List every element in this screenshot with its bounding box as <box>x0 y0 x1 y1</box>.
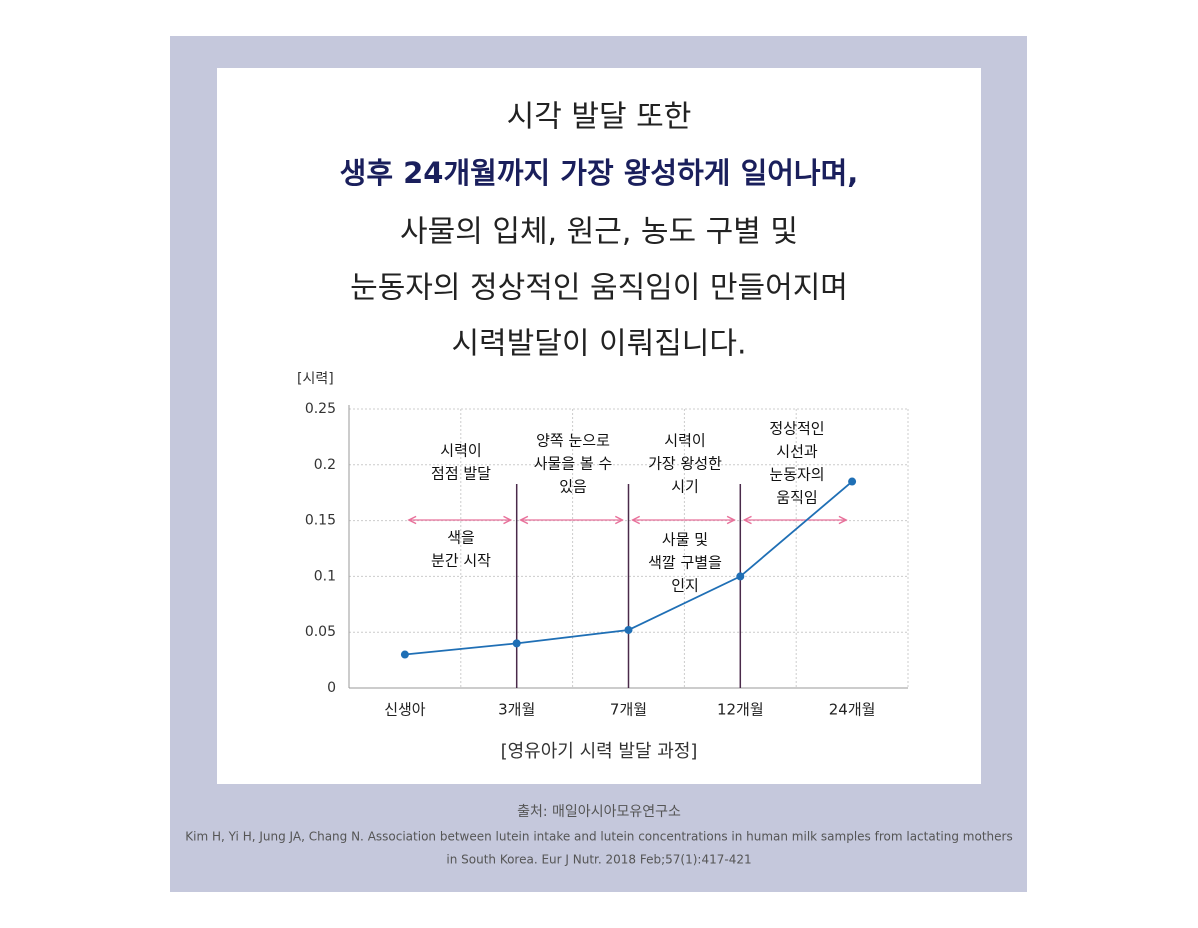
caption: [영유아기 시력 발달 과정] <box>501 741 698 762</box>
annotation: 시력이 <box>664 432 705 450</box>
x-tick-label: 7개월 <box>610 701 647 719</box>
annotation: 사물 및 <box>662 531 708 549</box>
x-tick-label: 12개월 <box>717 701 764 719</box>
data-point <box>736 572 745 581</box>
annotation: 있음 <box>559 478 587 496</box>
headline: 시력발달이 이뤄집니다. <box>451 327 746 362</box>
annotation: 색깔 구별을 <box>648 554 722 572</box>
x-tick-label: 24개월 <box>829 701 876 719</box>
source: 출처: 매일아시아모유연구소 <box>517 804 681 820</box>
data-point <box>624 625 633 634</box>
headline: 생후 24개월까지 가장 왕성하게 일어나며, <box>340 156 859 190</box>
y-tick-label: 0.2 <box>314 457 336 473</box>
y-tick-label: 0.1 <box>314 568 336 584</box>
reference: in South Korea. Eur J Nutr. 2018 Feb;57(… <box>446 853 751 867</box>
y-tick-label: 0.25 <box>305 401 336 417</box>
annotation: 움직임 <box>776 489 817 507</box>
annotation: 정상적인 <box>769 420 824 438</box>
data-point <box>848 477 857 486</box>
annotation: 시력이 <box>440 442 481 460</box>
headline: 눈동자의 정상적인 움직임이 만들어지며 <box>350 271 848 306</box>
y-tick-label: 0.15 <box>305 513 336 529</box>
annotation: 사물을 볼 수 <box>534 455 613 473</box>
x-tick-label: 3개월 <box>498 701 535 719</box>
annotation: 분간 시작 <box>431 552 491 570</box>
annotation: 눈동자의 <box>769 466 824 484</box>
y-tick-label: 0 <box>327 680 336 696</box>
x-tick-label: 신생아 <box>384 701 426 719</box>
card <box>217 68 981 784</box>
reference: Kim H, Yi H, Jung JA, Chang N. Associati… <box>185 830 1012 844</box>
annotation: 양쪽 눈으로 <box>536 432 610 450</box>
headline: 사물의 입체, 원근, 농도 구별 및 <box>400 215 798 250</box>
data-point <box>512 639 521 648</box>
annotation: 시선과 <box>776 443 818 461</box>
annotation: 색을 <box>447 529 475 547</box>
y-tick-label: 0.05 <box>305 624 336 640</box>
annotation: 점점 발달 <box>431 465 491 483</box>
headline: 시각 발달 또한 <box>507 100 692 135</box>
annotation: 인지 <box>671 577 699 595</box>
y-axis-label: [시력] <box>297 371 334 387</box>
annotation: 시기 <box>671 478 699 496</box>
annotation: 가장 왕성한 <box>648 455 722 473</box>
data-point <box>400 650 409 659</box>
